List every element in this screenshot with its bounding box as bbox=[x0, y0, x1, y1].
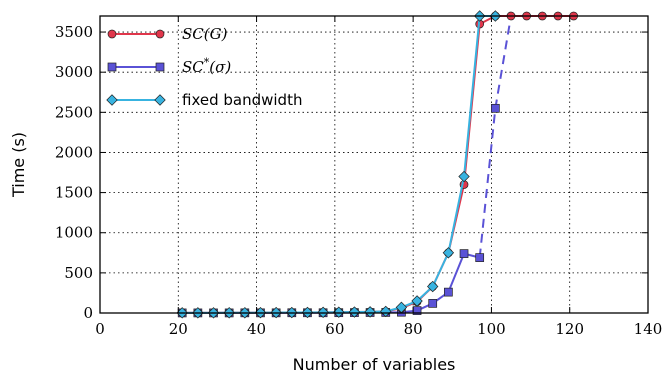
data-point bbox=[348, 306, 361, 318]
y-tick-label: 3500 bbox=[55, 23, 93, 41]
series-0 bbox=[177, 11, 578, 318]
data-point bbox=[490, 103, 500, 113]
y-tick-label: 0 bbox=[83, 304, 93, 322]
data-point bbox=[442, 247, 455, 259]
data-point bbox=[458, 170, 470, 183]
x-tick-label: 0 bbox=[95, 320, 105, 338]
plot-frame bbox=[99, 15, 649, 314]
y-tick-label: 500 bbox=[64, 264, 93, 282]
series-line bbox=[182, 15, 574, 314]
legend: SC(G) SC*(σ) fixed bandwidth bbox=[106, 25, 302, 109]
series-1 bbox=[177, 15, 574, 318]
x-tick-label: 20 bbox=[169, 320, 188, 338]
series-2 bbox=[176, 10, 502, 319]
data-point bbox=[444, 287, 453, 297]
x-tick-label: 140 bbox=[634, 320, 663, 338]
data-point bbox=[475, 253, 485, 262]
legend-marker bbox=[155, 62, 165, 72]
y-tick-label: 2000 bbox=[55, 143, 93, 161]
legend-marker bbox=[106, 94, 118, 106]
grid-lines bbox=[100, 16, 648, 313]
series-line-dashed bbox=[478, 15, 574, 258]
x-tick-label: 40 bbox=[247, 320, 266, 338]
legend-label-1: SC*(σ) bbox=[182, 56, 231, 76]
legend-label-2: fixed bandwidth bbox=[182, 91, 302, 109]
y-tick-label: 2500 bbox=[55, 103, 93, 121]
y-axis-title: Time (s) bbox=[9, 132, 28, 198]
data-point bbox=[459, 249, 469, 258]
x-tick-label: 80 bbox=[404, 320, 423, 338]
legend-marker bbox=[155, 29, 165, 39]
x-tick-label: 60 bbox=[325, 320, 344, 338]
y-tick-label: 1000 bbox=[55, 224, 93, 242]
legend-label-0: SC(G) bbox=[182, 25, 228, 43]
data-point bbox=[411, 295, 423, 307]
data-point bbox=[428, 299, 438, 308]
y-tick-label: 3000 bbox=[55, 63, 93, 81]
legend-marker bbox=[154, 94, 166, 106]
data-point bbox=[364, 306, 376, 318]
data-point bbox=[427, 280, 439, 293]
y-tick-label: 1500 bbox=[55, 184, 93, 202]
x-tick-label: 100 bbox=[477, 320, 506, 338]
legend-marker bbox=[107, 29, 117, 39]
series-layer bbox=[176, 10, 578, 319]
x-tick-label: 120 bbox=[555, 320, 584, 338]
x-axis-title: Number of variables bbox=[293, 355, 456, 374]
data-point bbox=[380, 305, 392, 318]
axis-ticks: 0 20 40 60 80 100 120 140 0 500 1000 1500 2000 2500 30… bbox=[55, 16, 663, 338]
legend-marker bbox=[107, 62, 117, 72]
